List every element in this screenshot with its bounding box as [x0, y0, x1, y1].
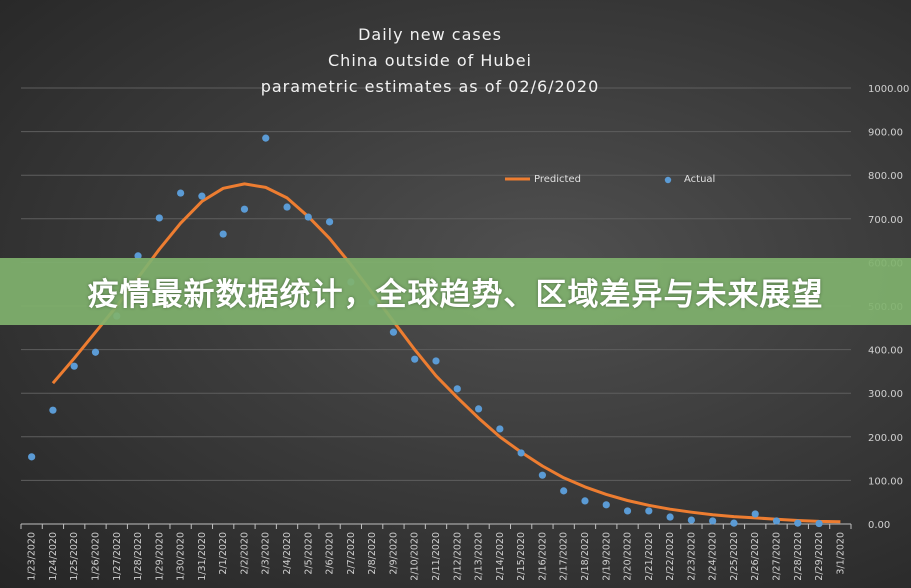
actual-point: [219, 230, 227, 238]
x-tick-label: 2/12/2020: [452, 532, 463, 581]
actual-point: [538, 471, 547, 479]
actual-point: [155, 214, 163, 222]
x-tick-label: 2/24/2020: [708, 532, 719, 581]
x-tick-label: 2/10/2020: [410, 532, 421, 581]
actual-point: [474, 405, 483, 413]
x-tick-label: 2/7/2020: [346, 532, 357, 575]
actual-point: [602, 501, 610, 509]
x-tick-label: 2/21/2020: [644, 532, 655, 581]
actual-point: [560, 487, 568, 495]
x-tick-label: 2/19/2020: [601, 532, 612, 581]
actual-point: [794, 519, 802, 527]
x-tick-label: 2/6/2020: [325, 532, 336, 575]
x-tick-label: 1/26/2020: [90, 532, 101, 581]
y-tick-label: 200.00: [868, 433, 903, 444]
y-tick-label: 400.00: [868, 346, 903, 357]
y-tick-label: 100.00: [868, 476, 903, 487]
actual-point: [432, 357, 440, 365]
x-tick-label: 2/29/2020: [814, 532, 825, 581]
actual-point: [389, 328, 398, 336]
legend-actual-label: Actual: [684, 174, 715, 185]
x-tick-label: 2/5/2020: [303, 532, 314, 575]
x-tick-label: 1/23/2020: [27, 532, 38, 581]
actual-point: [70, 362, 78, 370]
actual-point: [709, 517, 717, 525]
x-tick-label: 2/15/2020: [516, 532, 527, 581]
x-tick-label: 2/17/2020: [559, 532, 570, 581]
legend-predicted-label: Predicted: [534, 174, 581, 185]
actual-point: [325, 218, 334, 226]
actual-point: [517, 449, 525, 457]
x-tick-label: 1/25/2020: [69, 532, 80, 581]
actual-point: [91, 348, 100, 356]
actual-point: [496, 425, 504, 433]
actual-point: [262, 134, 270, 142]
x-tick-label: 2/18/2020: [580, 532, 591, 581]
x-tick-label: 2/14/2020: [495, 532, 506, 581]
actual-point: [283, 203, 291, 211]
x-tick-label: 2/26/2020: [750, 532, 761, 581]
y-tick-label: 1000.00: [868, 84, 909, 95]
x-tick-label: 2/27/2020: [772, 532, 783, 581]
chart-title-line-1: Daily new cases: [358, 25, 502, 44]
y-tick-label: 700.00: [868, 215, 903, 226]
y-tick-label: 0.00: [868, 520, 890, 531]
chart-title-line-3: parametric estimates as of 02/6/2020: [260, 77, 600, 96]
x-tick-label: 2/16/2020: [537, 532, 548, 581]
actual-point: [240, 205, 249, 213]
actual-point: [28, 453, 36, 461]
x-tick-label: 2/1/2020: [218, 532, 229, 575]
chart-title-line-2: China outside of Hubei: [328, 51, 532, 70]
x-tick-label: 1/28/2020: [133, 532, 144, 581]
actual-point: [134, 252, 142, 260]
actual-point: [581, 497, 589, 505]
y-tick-label: 800.00: [868, 171, 903, 182]
x-tick-label: 1/27/2020: [112, 532, 123, 581]
x-tick-label: 2/2/2020: [239, 532, 250, 575]
actual-point: [623, 507, 632, 515]
headline-banner: 疫情最新数据统计，全球趋势、区域差异与未来展望: [0, 258, 911, 325]
x-tick-label: 3/1/2020: [835, 532, 846, 575]
x-tick-label: 2/8/2020: [367, 532, 378, 575]
x-tick-label: 1/24/2020: [48, 532, 59, 581]
actual-point: [49, 406, 57, 414]
actual-point: [772, 517, 781, 525]
x-tick-label: 1/31/2020: [197, 532, 208, 581]
actual-point: [730, 519, 738, 527]
x-tick-label: 2/3/2020: [261, 532, 272, 575]
x-tick-label: 1/30/2020: [176, 532, 187, 581]
actual-point: [645, 507, 653, 515]
actual-point: [453, 385, 461, 393]
predicted-line: [51, 182, 841, 524]
x-tick-label: 2/11/2020: [431, 532, 442, 581]
x-tick-label: 2/28/2020: [793, 532, 804, 581]
actual-point: [198, 192, 206, 200]
actual-point: [666, 513, 674, 521]
x-tick-label: 2/20/2020: [623, 532, 634, 581]
actual-point: [815, 519, 823, 528]
x-tick-label: 2/25/2020: [729, 532, 740, 581]
actual-point: [687, 516, 695, 524]
y-tick-label: 900.00: [868, 128, 903, 139]
actual-point: [411, 355, 419, 363]
x-tick-label: 2/23/2020: [686, 532, 697, 581]
legend-actual-swatch: [664, 176, 672, 184]
x-tick-label: 2/4/2020: [282, 532, 293, 575]
x-tick-label: 2/9/2020: [388, 532, 399, 575]
actual-point: [177, 189, 185, 197]
x-tick-label: 2/13/2020: [474, 532, 485, 581]
actual-point: [304, 213, 312, 221]
y-tick-label: 300.00: [868, 389, 903, 400]
actual-point: [751, 510, 759, 518]
headline-text: 疫情最新数据统计，全球趋势、区域差异与未来展望: [87, 277, 824, 313]
x-tick-label: 1/29/2020: [154, 532, 165, 581]
x-tick-label: 2/22/2020: [665, 532, 676, 581]
